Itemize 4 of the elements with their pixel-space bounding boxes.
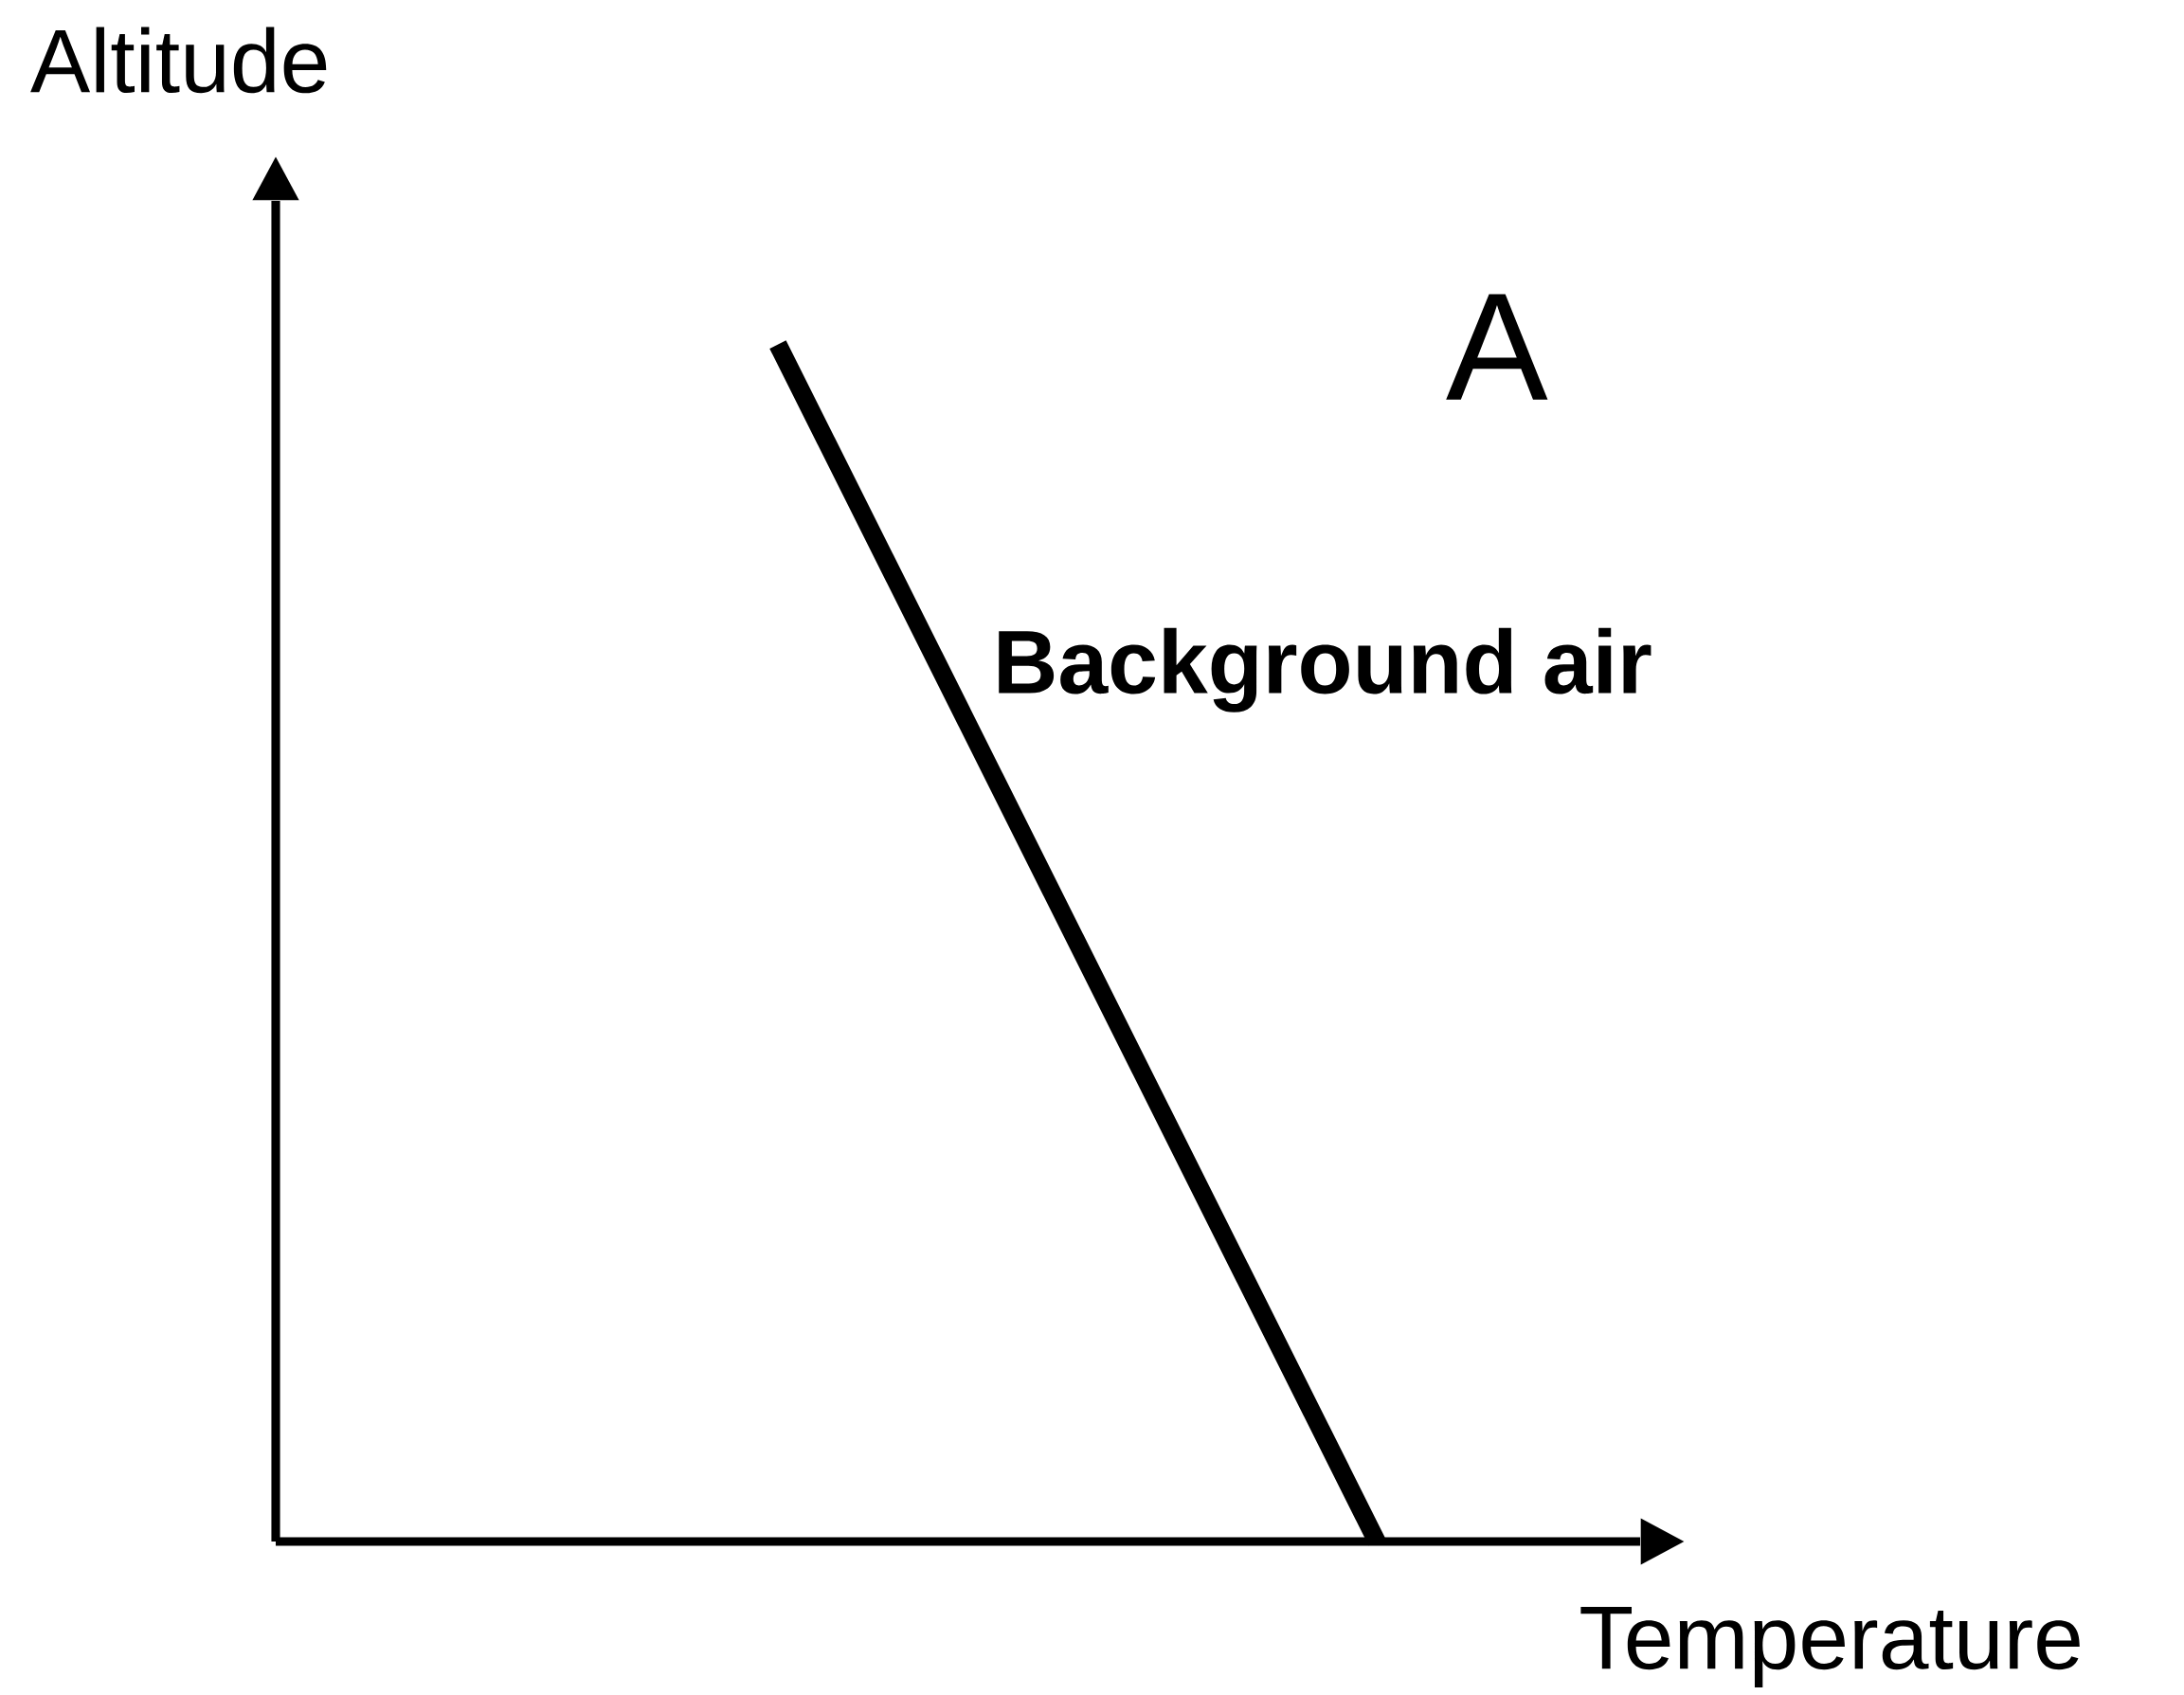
annotation: A <box>1446 294 1548 400</box>
x-axis-title: Temperature <box>1580 1606 2080 1687</box>
series-label: Background air <box>999 627 1652 712</box>
y-axis-title: Altitude <box>30 27 327 94</box>
